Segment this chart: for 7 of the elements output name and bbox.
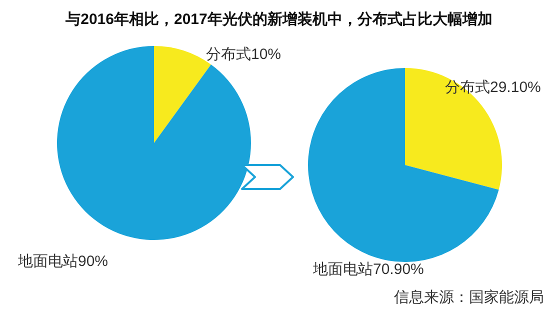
- slice-label: 分布式10%: [206, 46, 282, 63]
- slice-label: 分布式29.10%: [445, 78, 541, 96]
- chart-title: 与2016年相比，2017年光伏的新增装机中，分布式占比大幅增加: [64, 10, 494, 29]
- pie-slice: [57, 46, 251, 240]
- slice-label: 地面电站90%: [17, 252, 108, 270]
- text: 信息来源：国家能源局: [394, 288, 544, 307]
- slice-label: 地面电站70.90%: [312, 260, 424, 278]
